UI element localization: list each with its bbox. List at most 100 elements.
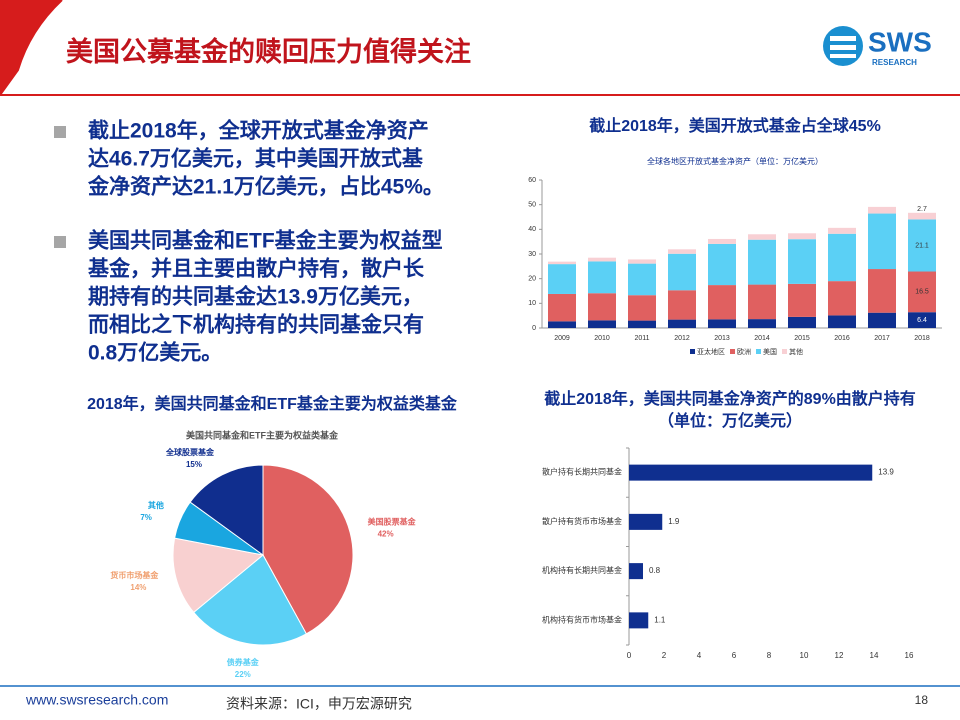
bullet-text: 美国共同基金和ETF基金主要为权益型 bbox=[88, 229, 443, 253]
legend-label: 欧洲 bbox=[737, 347, 751, 356]
y-tick-label: 20 bbox=[528, 276, 536, 283]
bar-segment bbox=[748, 284, 776, 320]
bar-segment bbox=[868, 312, 896, 328]
bar-segment bbox=[788, 283, 816, 317]
slice-value: 7% bbox=[140, 513, 152, 522]
slice-value: 22% bbox=[235, 670, 251, 679]
logo-stripe bbox=[830, 36, 856, 41]
bar-segment bbox=[668, 290, 696, 320]
y-tick-label: 40 bbox=[528, 226, 536, 233]
data-label: 13.9 bbox=[878, 468, 894, 477]
bar-segment bbox=[908, 271, 936, 313]
x-tick-label: 2018 bbox=[914, 335, 930, 342]
legend-swatch bbox=[782, 349, 787, 354]
x-tick-label: 2 bbox=[662, 651, 667, 660]
bar-segment bbox=[588, 320, 616, 328]
bar-segment bbox=[548, 293, 576, 322]
bar-segment bbox=[588, 257, 616, 262]
slice-value: 42% bbox=[378, 529, 394, 538]
bar-segment bbox=[668, 249, 696, 254]
bar-segment bbox=[708, 319, 736, 328]
y-tick-label: 机构持有货币市场基金 bbox=[542, 614, 622, 624]
x-tick-label: 2012 bbox=[674, 335, 690, 342]
bullet-text: 达46.7万亿美元，其中美国开放式基 bbox=[88, 147, 424, 171]
legend-swatch bbox=[730, 349, 735, 354]
data-label: 6.4 bbox=[917, 317, 927, 324]
bullet-text: 期持有的共同基金达13.9万亿美元， bbox=[88, 285, 423, 309]
bullet-marker bbox=[54, 236, 66, 248]
pie-slice bbox=[189, 464, 264, 556]
slice-label: 债券基金 bbox=[227, 657, 260, 667]
bar-segment bbox=[788, 233, 816, 240]
y-tick-label: 60 bbox=[528, 177, 536, 184]
bar-segment bbox=[628, 263, 656, 296]
bar bbox=[629, 464, 873, 481]
bullet-text: 0.8万亿美元。 bbox=[88, 341, 222, 365]
bar-segment bbox=[668, 319, 696, 328]
bar-segment bbox=[628, 295, 656, 321]
footer-url: www.swsresearch.com bbox=[25, 692, 168, 708]
bar-segment bbox=[708, 285, 736, 320]
bar-segment bbox=[588, 261, 616, 294]
x-tick-label: 4 bbox=[697, 651, 702, 660]
legend-swatch bbox=[756, 349, 761, 354]
slice-value: 15% bbox=[186, 460, 202, 469]
legend-label: 美国 bbox=[763, 347, 777, 356]
bar-segment bbox=[868, 269, 896, 313]
legend-swatch bbox=[690, 349, 695, 354]
logo-stripe bbox=[830, 45, 856, 50]
x-tick-label: 0 bbox=[627, 651, 632, 660]
bar-segment bbox=[708, 243, 736, 286]
logo-text: SWS bbox=[868, 26, 932, 57]
legend-label: 亚太地区 bbox=[697, 347, 725, 356]
y-tick-label: 散户持有长期共同基金 bbox=[542, 467, 622, 477]
bullet-text: 截止2018年，全球开放式基金净资产 bbox=[88, 119, 429, 143]
bar-segment bbox=[868, 213, 896, 270]
slice-label: 货币市场基金 bbox=[109, 570, 159, 580]
bar-segment bbox=[908, 219, 936, 272]
x-tick-label: 2017 bbox=[874, 335, 890, 342]
header-border bbox=[0, 0, 960, 96]
bar-segment bbox=[908, 312, 936, 328]
bar-segment bbox=[748, 239, 776, 285]
logo-subtext: RESEARCH bbox=[872, 58, 917, 67]
bar bbox=[629, 612, 649, 629]
y-tick-label: 机构持有长期共同基金 bbox=[542, 565, 622, 575]
bar-segment bbox=[908, 212, 936, 220]
pie-slice bbox=[192, 554, 308, 646]
x-tick-label: 14 bbox=[870, 651, 879, 660]
x-tick-label: 16 bbox=[905, 651, 914, 660]
x-tick-label: 8 bbox=[767, 651, 772, 660]
x-tick-label: 12 bbox=[835, 651, 844, 660]
x-tick-label: 2011 bbox=[634, 335, 649, 342]
data-label: 16.5 bbox=[915, 289, 929, 296]
bullet-marker bbox=[54, 126, 66, 138]
slice-label: 美国股票基金 bbox=[368, 516, 417, 526]
bar-segment bbox=[748, 319, 776, 328]
bar-segment bbox=[668, 253, 696, 291]
bar bbox=[629, 513, 663, 530]
x-tick-label: 2015 bbox=[794, 335, 810, 342]
data-label: 1.9 bbox=[668, 517, 680, 526]
data-label: 0.8 bbox=[649, 566, 661, 575]
x-tick-label: 2016 bbox=[834, 335, 850, 342]
x-tick-label: 10 bbox=[800, 651, 809, 660]
y-tick-label: 0 bbox=[532, 325, 536, 332]
bar-segment bbox=[828, 227, 856, 234]
chart-heading: 截止2018年，美国共同基金净资产的89%由散户持有 bbox=[544, 389, 916, 408]
x-tick-label: 6 bbox=[732, 651, 737, 660]
y-tick-label: 50 bbox=[528, 202, 536, 209]
pie-slice bbox=[262, 464, 354, 635]
bar-segment bbox=[748, 234, 776, 240]
slice-value: 14% bbox=[130, 583, 146, 592]
chart-heading: 截止2018年，美国开放式基金占全球45% bbox=[589, 116, 881, 135]
x-tick-label: 2010 bbox=[594, 335, 610, 342]
x-tick-label: 2009 bbox=[554, 335, 570, 342]
page-number: 18 bbox=[915, 693, 929, 707]
y-tick-label: 10 bbox=[528, 300, 536, 307]
header-decoration bbox=[0, 0, 62, 95]
bar-segment bbox=[868, 206, 896, 214]
data-label: 21.1 bbox=[915, 242, 929, 249]
chart-title: 全球各地区开放式基金净资产（单位：万亿美元） bbox=[647, 156, 823, 166]
bullet-text: 而相比之下机构持有的共同基金只有 bbox=[88, 313, 424, 337]
